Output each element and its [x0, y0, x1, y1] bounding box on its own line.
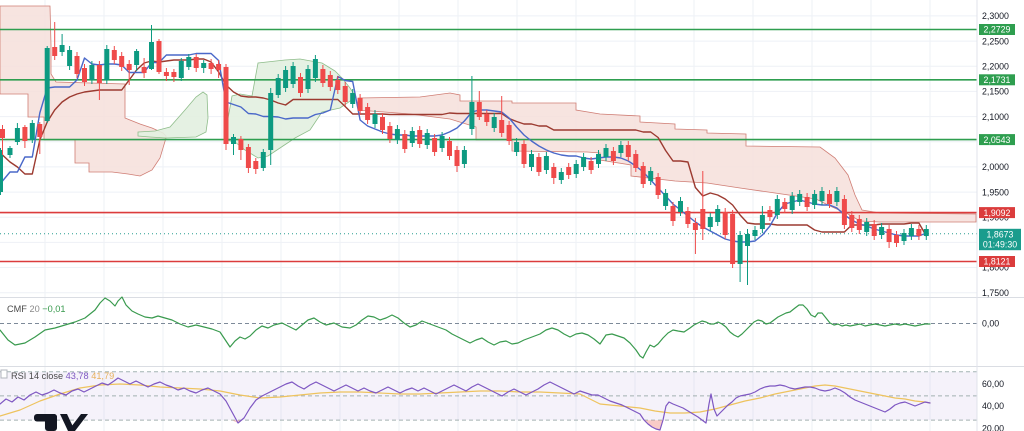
svg-text:2,1731: 2,1731 — [984, 75, 1011, 85]
svg-text:1,8121: 1,8121 — [984, 257, 1011, 267]
svg-text:1,8000: 1,8000 — [982, 263, 1009, 273]
svg-text:40,00: 40,00 — [982, 401, 1004, 411]
svg-text:1,9092: 1,9092 — [984, 208, 1011, 218]
svg-text:2,3000: 2,3000 — [982, 11, 1009, 21]
svg-text:1,7500: 1,7500 — [982, 288, 1009, 298]
svg-text:CMF 20 −0,01: CMF 20 −0,01 — [7, 304, 66, 314]
svg-text:0,00: 0,00 — [982, 319, 999, 329]
svg-text:2,1000: 2,1000 — [982, 112, 1009, 122]
svg-text:1,8673: 1,8673 — [987, 230, 1014, 240]
svg-text:2,0000: 2,0000 — [982, 162, 1009, 172]
svg-text:2,2729: 2,2729 — [984, 25, 1011, 35]
svg-text:2,0543: 2,0543 — [984, 135, 1011, 145]
svg-text:1,9500: 1,9500 — [982, 187, 1009, 197]
svg-text:60,00: 60,00 — [982, 379, 1004, 389]
svg-text:01:49:30: 01:49:30 — [983, 240, 1017, 250]
svg-text:2,2000: 2,2000 — [982, 61, 1009, 71]
svg-text:2,1500: 2,1500 — [982, 87, 1009, 97]
svg-text:2,2500: 2,2500 — [982, 36, 1009, 46]
svg-text:20,00: 20,00 — [982, 424, 1004, 431]
svg-text:RSI 14 close 43,78 41,79: RSI 14 close 43,78 41,79 — [11, 371, 114, 381]
